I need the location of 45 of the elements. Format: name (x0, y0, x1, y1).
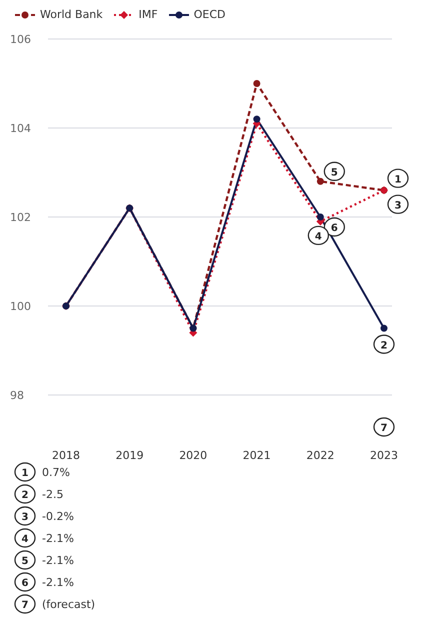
callout-circle: 3 (387, 194, 409, 214)
legend-label: World Bank (39, 8, 103, 21)
text: 0.7% (42, 466, 70, 478)
text: -2.1% (42, 554, 74, 566)
annotation: 6 (330, 223, 338, 234)
annotation: 5 (330, 167, 338, 178)
callout-circle: 4 (308, 226, 329, 246)
numbered-circle: 6 (14, 572, 36, 592)
callout-circle: 2 (373, 334, 395, 354)
text: (forecast) (42, 598, 96, 610)
point (316, 178, 324, 185)
point (253, 80, 260, 87)
annotation: 2 (380, 340, 388, 352)
numbered-circle: 4 (14, 528, 36, 548)
y-tick-label: 100 (10, 300, 31, 313)
y-tick-label: 102 (10, 210, 31, 224)
point (316, 214, 324, 220)
text: -0.2% (42, 510, 74, 522)
point (380, 324, 388, 332)
x-tick-label: 2018 (52, 449, 80, 462)
numbered-circle: 1 (14, 462, 36, 482)
callout-circle: 1 (387, 168, 409, 188)
callout-circle: 5 (324, 162, 345, 181)
y-tick-label: 106 (10, 32, 31, 46)
x-tick-label: 2019 (116, 449, 144, 462)
x-tick-label: 2022 (306, 449, 334, 462)
numbered-circle: 7 (14, 594, 36, 614)
legend-label: OECD (192, 8, 226, 21)
x-tick-label: 2023 (370, 449, 398, 462)
text: -2.5 (42, 488, 64, 500)
annotation: 4 (314, 231, 322, 242)
numbered-circle: 3 (14, 506, 36, 526)
x-tick-label: 2020 (179, 449, 208, 462)
legend-label: IMF (138, 8, 158, 21)
text: -2.1% (42, 576, 74, 588)
annotation: 1 (394, 174, 402, 186)
y-tick-label: 98 (10, 388, 24, 402)
numbered-circle: 5 (14, 550, 36, 570)
numbered-circle: 2 (14, 484, 36, 504)
annotation: 3 (394, 200, 402, 212)
y-tick-label: 104 (10, 122, 31, 135)
point (253, 116, 260, 123)
callout-circle: 7 (373, 417, 395, 437)
text: -2.1% (42, 532, 74, 544)
x-tick-label: 2021 (242, 449, 271, 462)
